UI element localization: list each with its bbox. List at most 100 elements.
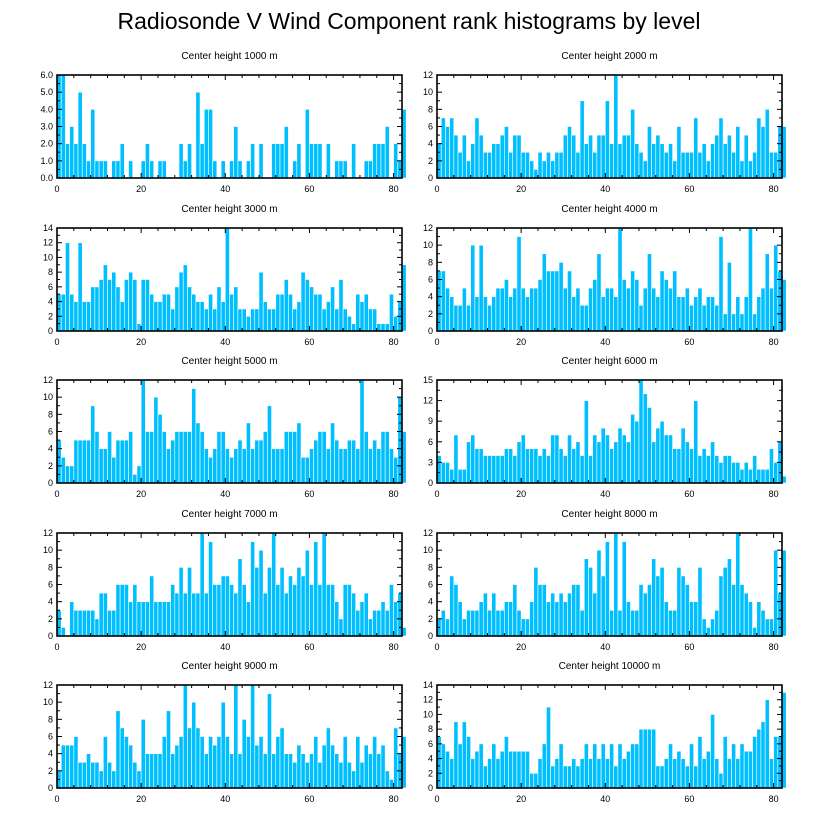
histogram-bar — [102, 736, 108, 789]
histogram-bar — [571, 134, 577, 179]
histogram-bar — [613, 74, 619, 179]
histogram-bar — [470, 609, 476, 637]
histogram-panel: Center height 4000 m 0 20 40 60 80 0 2 4 6 8 10 12 — [423, 204, 787, 347]
histogram-bar — [722, 313, 728, 332]
histogram-bar — [504, 601, 509, 637]
histogram-bar — [359, 761, 365, 789]
histogram-bar — [262, 753, 268, 789]
histogram-bar — [317, 431, 323, 484]
histogram-bar — [638, 379, 644, 484]
histogram-bar — [714, 134, 720, 179]
histogram-bar — [541, 448, 547, 484]
x-tick-label: 0 — [54, 337, 59, 347]
histogram-bar — [241, 584, 247, 637]
histogram-bar — [292, 308, 298, 332]
histogram-bar — [600, 743, 606, 789]
histogram-panel: Center height 10000 m 0 20 40 60 80 0 2 4 6 8 10 12 1… — [423, 661, 787, 804]
histogram-bar — [65, 143, 70, 179]
histogram-bar — [208, 456, 213, 484]
histogram-bar — [296, 567, 302, 637]
histogram-bar — [764, 468, 770, 484]
histogram-bar — [520, 618, 526, 637]
histogram-bar — [659, 420, 665, 484]
histogram-bar — [697, 151, 703, 179]
histogram-bar — [275, 736, 281, 789]
histogram-bar — [731, 584, 737, 637]
histogram-bar — [743, 134, 749, 179]
histogram-bar — [764, 253, 770, 332]
histogram-bar — [283, 592, 289, 637]
histogram-bar — [693, 765, 699, 789]
histogram-bar — [195, 727, 201, 789]
histogram-bar — [271, 448, 277, 484]
histogram-bar — [613, 532, 619, 637]
histogram-bar — [145, 143, 150, 179]
histogram-bar — [567, 434, 572, 484]
histogram-bar — [250, 308, 256, 332]
histogram-bar — [722, 455, 728, 484]
histogram-bar — [60, 627, 66, 637]
histogram-bar — [718, 236, 724, 332]
histogram-bar — [655, 575, 661, 637]
histogram-panel: Center height 1000 m 0 20 40 60 80 0.0 1.0 2.0 3.… — [40, 51, 407, 194]
x-tick-label: 80 — [769, 184, 779, 194]
histogram-bar — [250, 143, 256, 179]
histogram-bar — [630, 270, 636, 332]
histogram-bar — [504, 736, 509, 789]
histogram-bar — [680, 151, 686, 179]
histogram-bar — [174, 286, 180, 332]
histogram-bar — [246, 160, 251, 179]
histogram-bar — [90, 609, 96, 637]
histogram-bar — [262, 301, 268, 332]
histogram-bar — [338, 618, 344, 637]
y-tick-label: 2 — [428, 309, 433, 319]
histogram-bar — [461, 618, 467, 637]
histogram-bar — [630, 414, 636, 484]
histogram-bar — [77, 761, 83, 789]
histogram-bar — [445, 126, 450, 179]
histogram-bar — [537, 758, 543, 789]
histogram-bar — [474, 609, 480, 637]
y-tick-label: 3 — [428, 457, 433, 467]
histogram-bar — [600, 427, 606, 484]
histogram-bar — [187, 431, 192, 484]
histogram-bar — [541, 743, 547, 789]
histogram-bar — [491, 592, 497, 637]
histogram-bar — [567, 765, 572, 789]
histogram-bar — [495, 758, 501, 789]
histogram-bar — [461, 287, 467, 332]
histogram-bar — [541, 160, 547, 179]
histogram-bar — [140, 601, 146, 637]
histogram-bar — [182, 684, 188, 789]
y-tick-label: 2.0 — [40, 139, 53, 149]
histogram-bar — [583, 143, 589, 179]
histogram-bar — [449, 758, 455, 789]
y-tick-label: 0.0 — [40, 173, 53, 183]
histogram-panel: Center height 7000 m 0 20 40 60 80 0 2 4 6 8 10 12 — [43, 509, 407, 652]
histogram-bar — [445, 462, 450, 484]
histogram-bar — [748, 750, 753, 789]
histogram-bar — [689, 743, 694, 789]
histogram-bar — [470, 434, 476, 484]
histogram-bar — [69, 744, 75, 789]
histogram-bar — [119, 584, 125, 637]
histogram-bar — [701, 143, 707, 179]
histogram-bar — [338, 160, 344, 179]
histogram-bar — [571, 584, 577, 637]
histogram-bar — [487, 151, 492, 179]
histogram-panel: Center height 5000 m 0 20 40 60 80 0 2 4 6 8 10 12 — [43, 356, 407, 499]
histogram-bar — [558, 743, 564, 789]
histogram-bar — [389, 293, 394, 332]
histogram-bar — [187, 727, 192, 789]
histogram-bar — [132, 761, 138, 789]
histogram-bar — [376, 323, 382, 332]
histogram-bar — [743, 592, 749, 637]
histogram-bar — [705, 627, 711, 637]
histogram-bar — [107, 279, 112, 332]
histogram-bar — [342, 160, 348, 179]
histogram-bar — [145, 753, 150, 789]
histogram-bar — [495, 143, 501, 179]
histogram-bar — [296, 301, 302, 332]
histogram-bar — [731, 743, 737, 789]
histogram-bar — [714, 609, 720, 637]
